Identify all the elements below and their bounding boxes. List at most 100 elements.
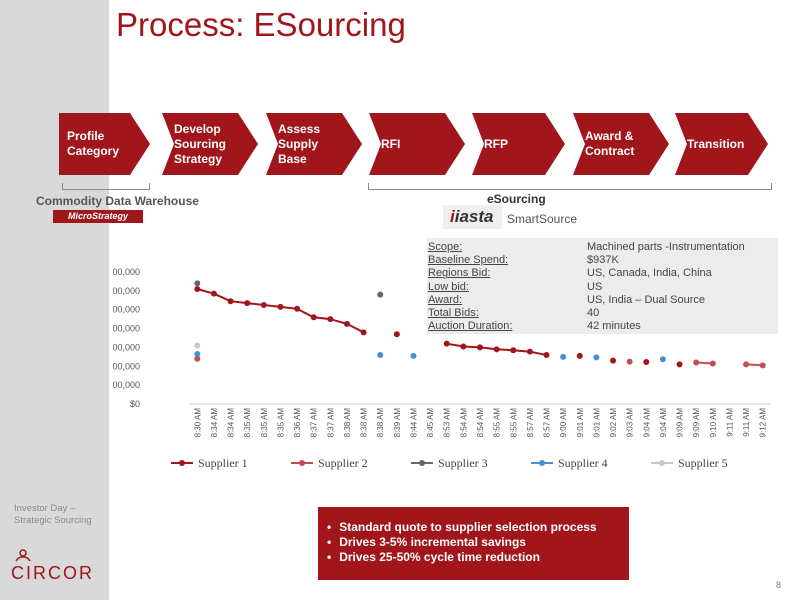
y-tick-label: $0 [130, 399, 140, 409]
legend-swatch-marker [659, 460, 665, 466]
series-point-1 [543, 351, 550, 358]
iasta-text: iasta [454, 207, 494, 226]
x-tick-label: 9:11 AM [742, 408, 751, 437]
series-line-2 [696, 361, 713, 365]
legend-label: Supplier 3 [438, 456, 488, 470]
x-tick-label: 8:44 AM [409, 408, 418, 438]
sidebar-caption: Investor Day – Strategic Sourcing [14, 503, 92, 526]
x-tick-label: 8:55 AM [509, 408, 518, 438]
process-step-label: RFI [381, 136, 401, 151]
series-point-1 [643, 359, 650, 366]
benefits-callout: Standard quote to supplier selection pro… [318, 507, 629, 580]
x-tick-label: 8:30 AM [193, 408, 202, 438]
process-step-3: Assess Supply Base [266, 113, 362, 175]
x-tick-label: 9:04 AM [642, 408, 651, 438]
legend-label: Supplier 4 [558, 456, 608, 470]
series-point-3 [377, 291, 384, 298]
series-point-4 [560, 353, 567, 360]
smartsource-label: SmartSource [507, 212, 578, 226]
x-tick-label: 8:35 AM [243, 408, 252, 438]
series-point-3 [194, 280, 201, 287]
series-point-1 [676, 361, 683, 368]
series-point-4 [410, 352, 417, 359]
series-point-4 [377, 351, 384, 358]
series-point-2 [693, 359, 700, 366]
x-tick-label: 9:00 AM [559, 408, 568, 438]
series-point-4 [593, 354, 600, 361]
x-tick-label: 8:37 AM [310, 408, 319, 438]
legend-label: Supplier 1 [198, 456, 248, 470]
x-tick-label: 8:38 AM [360, 408, 369, 438]
process-step-label: Award & Contract [585, 129, 635, 158]
legend-swatch-marker [299, 460, 305, 466]
x-tick-label: 9:09 AM [692, 408, 701, 438]
detail-value: 42 minutes [587, 320, 641, 333]
series-point-2 [194, 355, 201, 362]
process-step-4: RFI [369, 113, 465, 175]
iasta-logo: iiasta [443, 205, 502, 229]
x-tick-label: 8:37 AM [326, 408, 335, 438]
legend-label: Supplier 5 [678, 456, 728, 470]
series-point-4 [194, 351, 201, 358]
detail-value: US, Canada, India, China [587, 267, 712, 280]
callout-bullet: Standard quote to supplier selection pro… [327, 520, 596, 535]
y-tick-label: $1,000,000 [113, 305, 140, 315]
legend-swatch-marker [179, 460, 185, 466]
x-tick-label: 9:11 AM [725, 408, 734, 437]
microstrategy-logo: MicroStrategy [53, 210, 143, 223]
detail-key: Award: [428, 293, 463, 306]
process-step-7: Transition [675, 113, 768, 175]
x-tick-label: 9:09 AM [676, 408, 685, 438]
esourcing-label: eSourcing [487, 192, 546, 206]
process-step-2: Develop Sourcing Strategy [162, 113, 258, 175]
legend-label: Supplier 2 [318, 456, 368, 470]
callout-bullet: Drives 25-50% cycle time reduction [327, 550, 597, 565]
x-tick-label: 8:38 AM [343, 408, 352, 438]
svg-text:CIRCOR: CIRCOR [11, 563, 94, 583]
bracket-right [368, 183, 772, 190]
y-tick-label: $1,200,000 [113, 286, 140, 296]
process-step-label: Transition [687, 136, 745, 151]
detail-key: Low bid: [428, 280, 469, 293]
series-point-2 [626, 358, 633, 365]
x-tick-label: 8:57 AM [526, 408, 535, 438]
sidebar-panel [0, 0, 109, 600]
y-tick-label: $1,400,000 [113, 267, 140, 277]
x-tick-label: 8:34 AM [227, 408, 236, 438]
series-point-5 [194, 342, 201, 349]
x-tick-label: 9:12 AM [759, 408, 768, 438]
detail-key: Baseline Spend: [428, 254, 509, 267]
x-tick-label: 8:54 AM [459, 408, 468, 438]
series-point-1 [393, 331, 400, 338]
series-point-2 [743, 361, 750, 368]
series-point-4 [659, 356, 666, 363]
x-tick-label: 8:39 AM [393, 408, 402, 438]
process-step-label: Profile Category [67, 129, 120, 158]
commodity-warehouse-label: Commodity Data Warehouse [36, 194, 199, 208]
detail-value: 40 [587, 307, 600, 319]
detail-key: Scope: [428, 241, 463, 253]
series-line-1 [446, 342, 547, 356]
process-step-1: Profile Category [59, 113, 150, 175]
legend-swatch-marker [539, 460, 545, 466]
detail-value: US, India – Dual Source [587, 293, 706, 306]
auction-chart: $0 $200,000 $400,000 $600,000 $800,000 $1,000… [113, 267, 771, 470]
x-tick-label: 9:10 AM [709, 408, 718, 438]
x-tick-label: 8:36 AM [293, 408, 302, 438]
circor-logo: CIRCOR [11, 549, 94, 583]
x-tick-label: 9:02 AM [609, 408, 618, 438]
x-tick-label: 9:03 AM [626, 408, 635, 438]
process-step-label: RFP [484, 136, 508, 151]
x-tick-label: 8:54 AM [476, 408, 485, 438]
series-point-1 [576, 352, 583, 359]
y-tick-label: $200,000 [113, 380, 140, 390]
process-step-5: RFP [472, 113, 565, 175]
detail-key: Auction Duration: [428, 320, 513, 333]
x-tick-label: 8:34 AM [210, 408, 219, 438]
y-tick-label: $800,000 [113, 324, 140, 334]
series-line-1 [197, 288, 365, 334]
process-step-label: Develop Sourcing Strategy [174, 121, 227, 166]
slide-title: Process: ESourcing [116, 6, 406, 43]
process-step-6: Award & Contract [573, 113, 669, 175]
x-tick-label: 8:53 AM [443, 408, 452, 438]
